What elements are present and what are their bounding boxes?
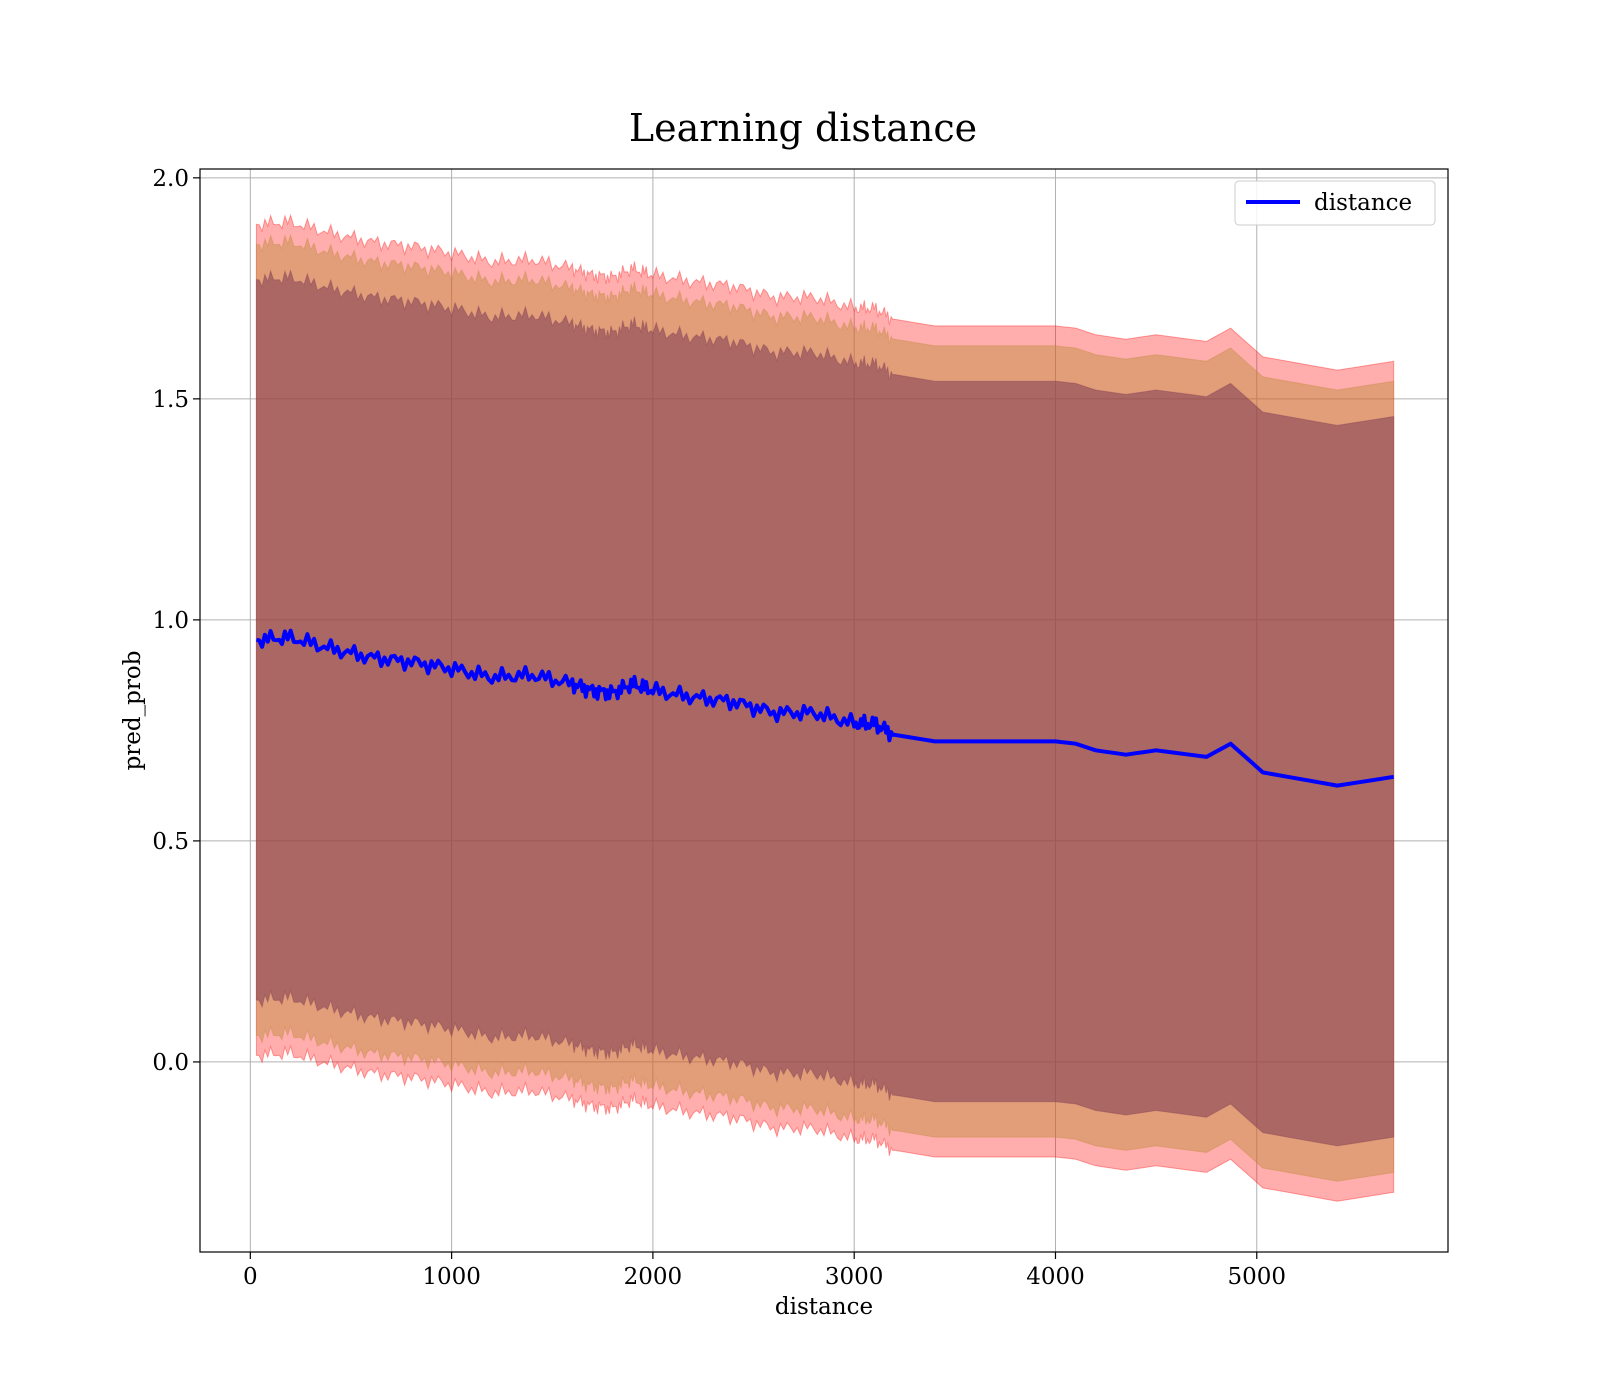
legend-box — [1234, 180, 1436, 226]
y-tick-label: 0.0 — [152, 1050, 189, 1076]
x-tick-label: 3000 — [825, 1264, 884, 1290]
ticks: 0 1000 2000 3000 4000 5000 0.0 0.5 1.0 1.5 2.0 — [152, 166, 1286, 1290]
x-tick-label: 2000 — [624, 1264, 683, 1290]
legend: distance — [1234, 180, 1436, 226]
y-axis-label: pred_prob — [120, 651, 146, 771]
y-tick-label: 1.0 — [152, 608, 189, 634]
y-tick-label: 0.5 — [152, 829, 189, 855]
series-line-distance — [256, 628, 1395, 788]
x-tick-label: 5000 — [1228, 1264, 1287, 1290]
legend-label-distance: distance — [1314, 190, 1412, 216]
band-inner — [255, 268, 1395, 1147]
y-tick-label: 2.0 — [152, 166, 189, 192]
x-tick-label: 4000 — [1026, 1264, 1085, 1290]
plot-area — [200, 169, 1448, 1252]
x-tick-label: 0 — [243, 1264, 258, 1290]
axes-frame — [199, 168, 1449, 1253]
chart-title: Learning distance — [629, 106, 977, 150]
x-axis-label: distance — [775, 1294, 873, 1320]
y-tick-label: 1.5 — [152, 387, 189, 413]
x-tick-label: 1000 — [422, 1264, 481, 1290]
